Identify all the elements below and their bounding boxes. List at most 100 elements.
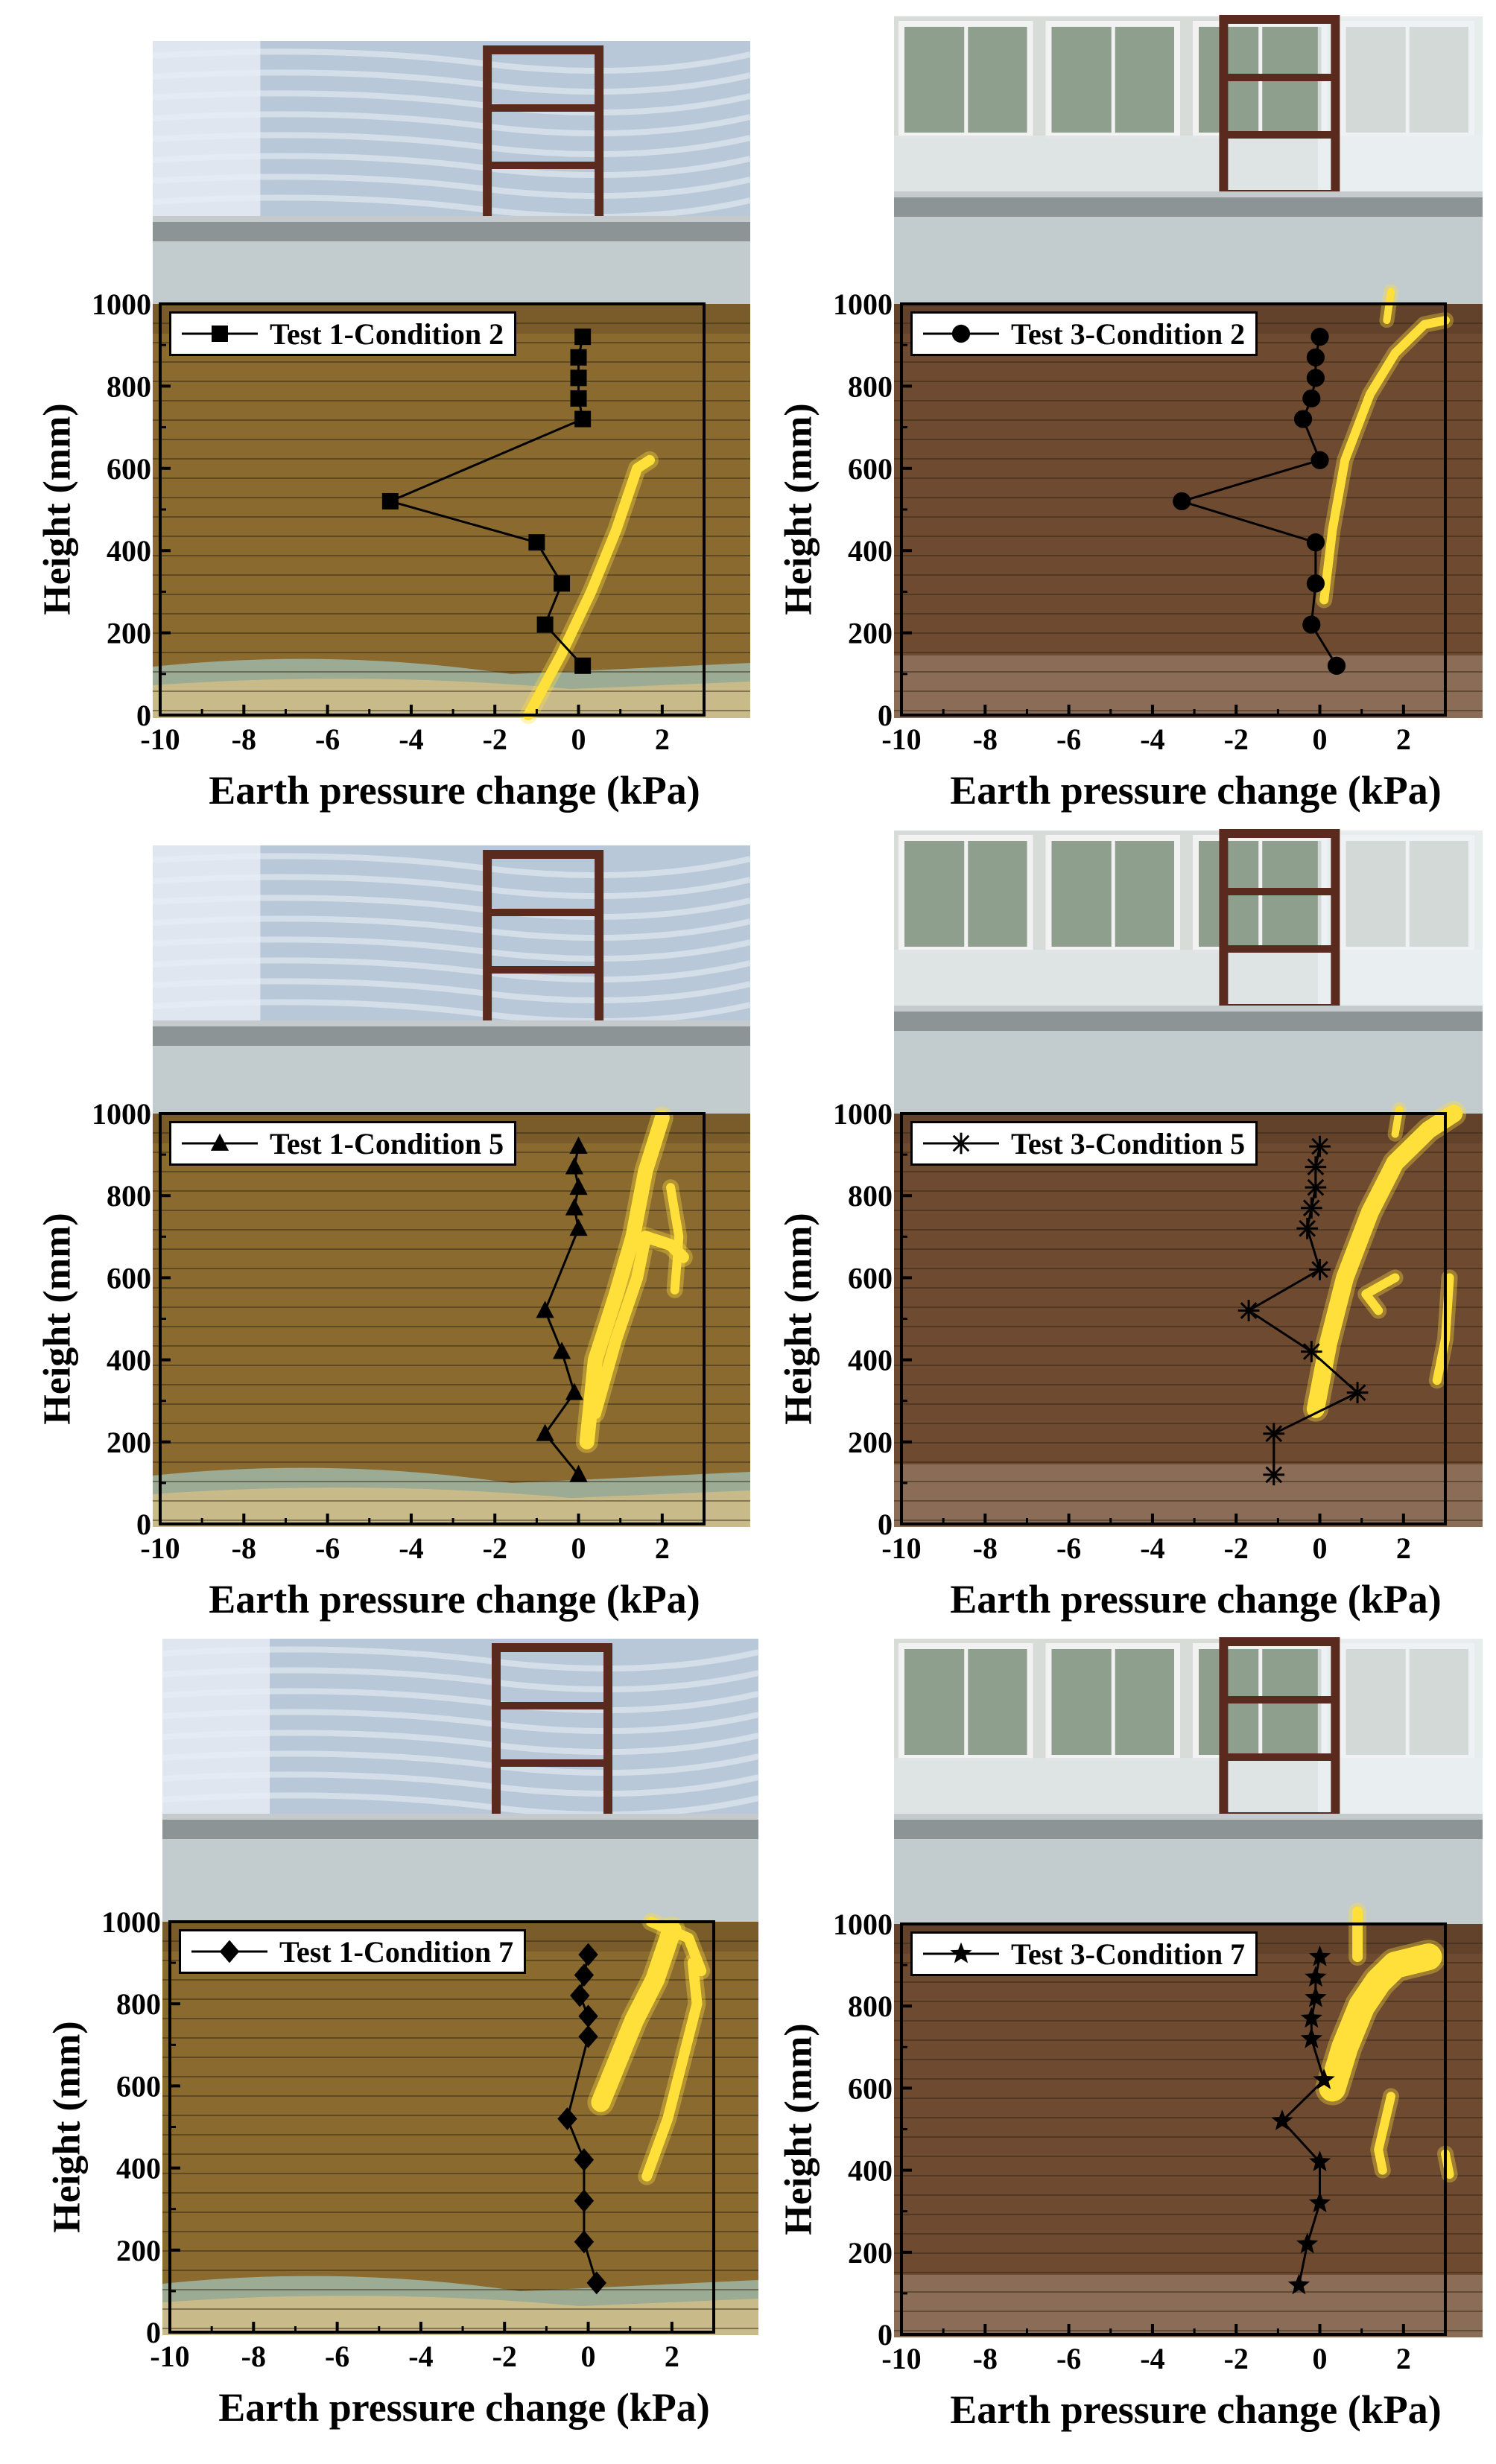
legend-swatch [923,1942,999,1963]
background-photo [894,829,1483,1527]
legend-label: Test 3-Condition 7 [1011,1937,1246,1971]
y-tick-label: 1000 [833,1097,893,1131]
y-tick-label: 400 [116,2152,161,2185]
data-point [574,2230,595,2254]
x-axis-title: Earth pressure change (kPa) [209,1577,700,1622]
crack-highlights [575,1106,693,1453]
crack-highlights [587,1913,711,2185]
data-point [1287,2273,1310,2295]
x-axis-title: Earth pressure change (kPa) [950,768,1442,813]
x-tick-label: -6 [315,1531,340,1565]
y-tick-label: 200 [107,617,151,650]
legend-label: Test 3-Condition 2 [1011,317,1246,351]
data-point [1301,1197,1322,1219]
data-point [528,534,545,551]
y-tick-label: 1000 [92,1097,151,1131]
data-point [1308,1945,1331,1966]
data-point [574,2189,595,2213]
x-tick-label: -4 [399,1531,423,1565]
x-tick-label: -4 [408,2340,433,2373]
data-point [578,2004,598,2028]
y-tick-label: 1000 [92,288,151,321]
data-point [536,1423,554,1441]
data-point [1306,369,1325,387]
data-point [565,1198,584,1216]
data-point [1306,533,1325,552]
data-point [1300,2027,1322,2048]
data-point [1309,1259,1331,1280]
crack-highlight-2 [589,1231,689,1420]
x-tick-label: -2 [1224,2342,1249,2375]
x-tick-label: -6 [315,723,340,756]
data-point [1309,1135,1331,1158]
crack-highlight-1 [591,1920,682,2112]
y-tick-label: 800 [107,1179,151,1213]
x-tick-label: 0 [571,1531,586,1565]
x-tick-label: -10 [150,2340,189,2373]
legend-marker [951,324,971,343]
legend-marker [212,326,228,342]
x-tick-label: -6 [1056,1531,1081,1565]
data-point [586,2271,606,2295]
y-tick-label: 600 [848,2071,893,2105]
y-tick-label: 0 [136,699,151,732]
data-point [1346,1382,1369,1403]
series-line [565,1954,598,2284]
data-point [570,369,587,387]
crack-highlight-3 [645,1917,707,1977]
x-tick-label: -4 [399,723,423,756]
y-tick-label: 200 [848,617,893,650]
crack-highlights [519,451,659,724]
x-tick-label: -2 [1224,1531,1249,1565]
x-tick-label: 2 [655,1531,670,1565]
data-point [574,2148,595,2171]
x-tick-label: -2 [483,723,507,756]
background-photo [894,15,1483,718]
data-point [1302,389,1321,408]
data-point [552,1341,571,1359]
x-tick-label: -2 [492,2340,517,2373]
data-point [574,328,592,346]
legend: Test 3-Condition 5 [910,1121,1258,1166]
x-tick-label: 2 [1396,723,1411,756]
y-tick-label: 200 [116,2234,161,2267]
y-tick-label: 600 [107,452,151,486]
legend: Test 3-Condition 7 [910,1931,1258,1976]
data-point [569,1177,588,1196]
x-tick-label: -8 [973,2342,998,2375]
data-point [1308,2191,1331,2213]
x-tick-label: 0 [1313,1531,1328,1565]
legend: Test 1-Condition 5 [169,1121,517,1166]
crack-highlight-1 [523,454,655,720]
y-tick-label: 600 [116,2069,161,2103]
y-tick-label: 600 [848,452,893,486]
y-tick-label: 1000 [833,288,893,321]
data-point [1263,1423,1285,1445]
x-axis-title: Earth pressure change (kPa) [218,2385,710,2430]
data-point [1308,2150,1331,2171]
y-tick-label: 0 [136,1508,151,1541]
data-point [1302,615,1321,634]
data-point [1305,1156,1327,1178]
data-point [569,1219,588,1236]
data-point [536,616,554,633]
x-tick-label: -2 [483,1531,507,1565]
data-point [1263,1464,1285,1486]
data-point [1300,2007,1322,2028]
legend-label: Test 1-Condition 7 [279,1934,514,1969]
x-tick-label: -10 [881,2342,921,2375]
legend-label: Test 1-Condition 5 [270,1126,504,1160]
crack-highlights [1316,284,1454,609]
x-tick-label: -4 [1140,723,1164,756]
y-tick-label: 400 [848,534,893,568]
data-point [1305,1966,1327,1987]
data-point [1173,492,1191,511]
data-point [536,1301,554,1318]
data-point [570,349,587,366]
legend-label: Test 3-Condition 5 [1011,1126,1246,1160]
y-tick-label: 400 [107,1344,151,1377]
x-tick-label: 0 [581,2340,596,2373]
data-point [1306,348,1325,366]
data-point [570,390,587,407]
